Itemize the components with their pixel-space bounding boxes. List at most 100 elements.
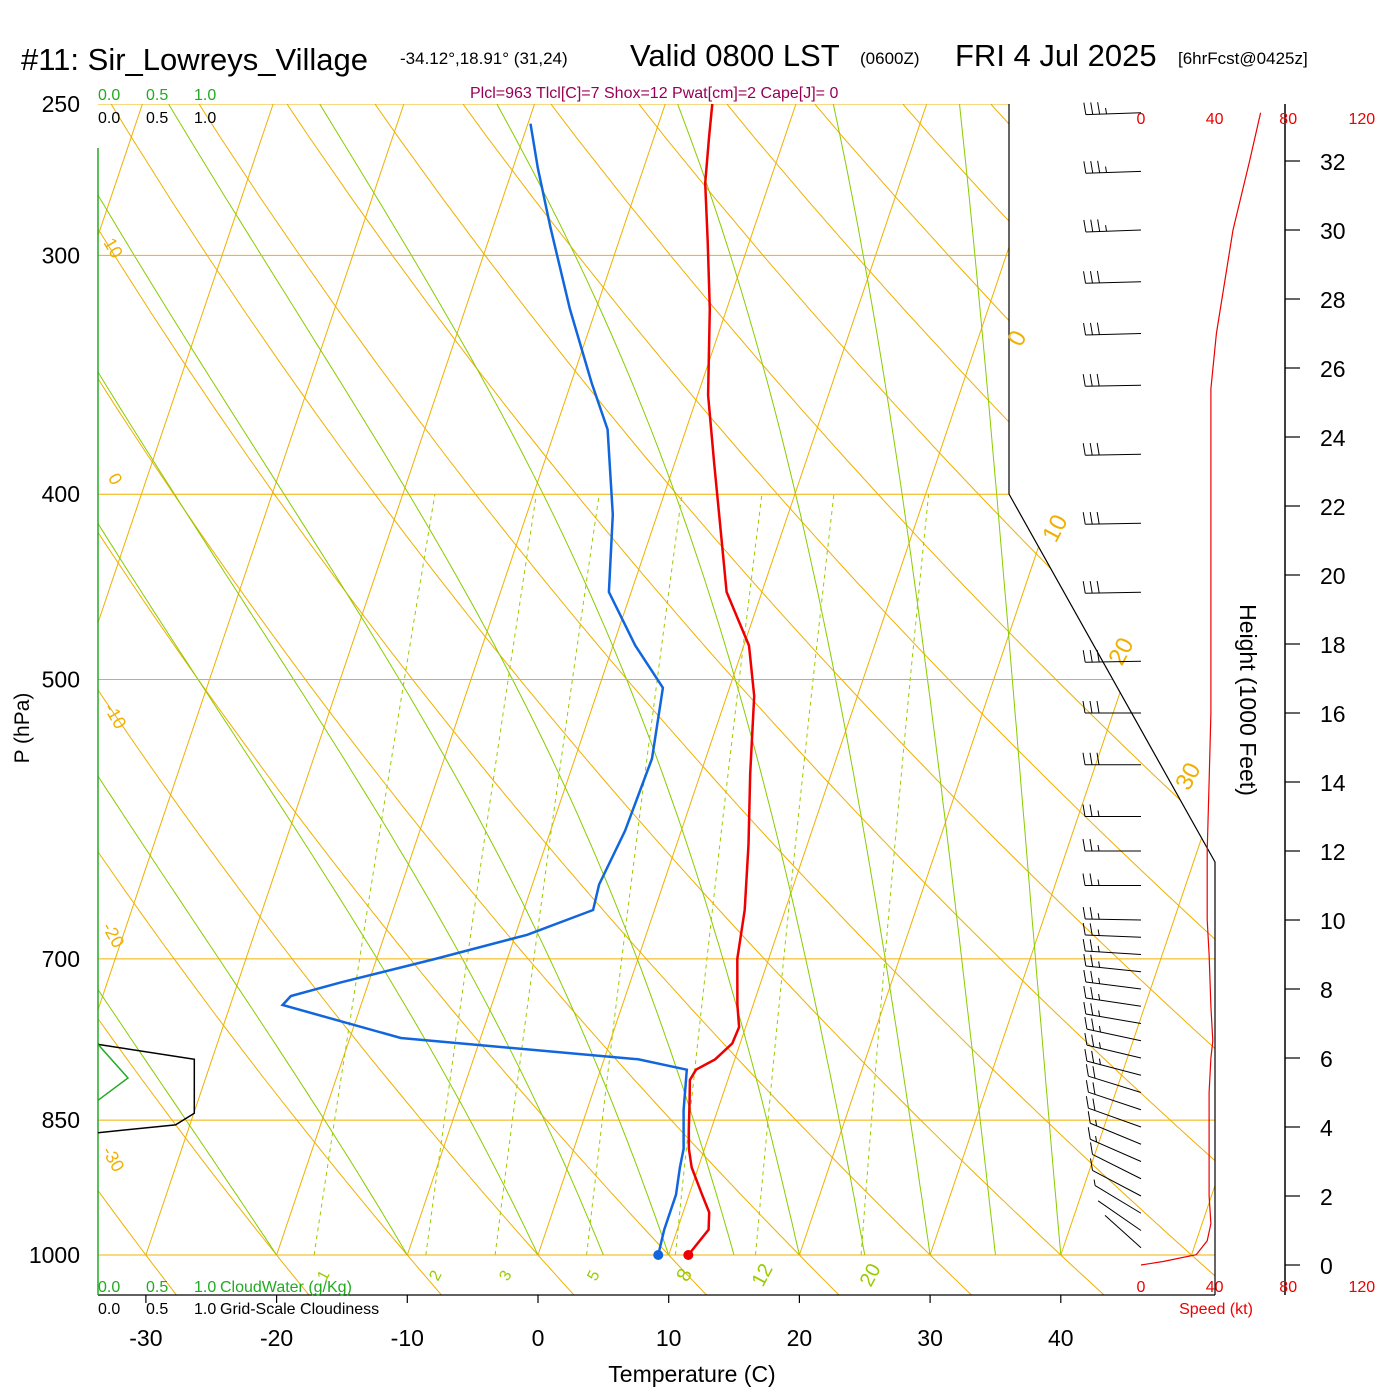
wind-barb — [1082, 922, 1142, 938]
wind-barb — [1082, 511, 1142, 525]
x-tick-label: -10 — [391, 1325, 424, 1351]
wind-barb-feather — [1090, 219, 1094, 232]
wind-barb-half-feather — [1098, 977, 1101, 984]
wind-barb-feather — [1090, 160, 1094, 174]
cloudiness-tick-label: 0.0 — [98, 110, 120, 127]
wind-barb-feather — [1096, 580, 1100, 594]
wind-barb-staff — [1085, 229, 1142, 233]
cloud-water-tick-label: 0.0 — [98, 1279, 120, 1296]
zulu-time: (0600Z) — [860, 49, 920, 68]
wind-barb-staff — [1085, 384, 1142, 387]
wind-barb-feather — [1096, 442, 1100, 456]
speed-tick-label: 40 — [1206, 111, 1224, 128]
isotherm-line — [1191, 1183, 1215, 1256]
height-tick-label: 28 — [1320, 287, 1346, 313]
wind-barb-staff — [1085, 918, 1142, 921]
wind-barb-feather — [1091, 1018, 1095, 1031]
wind-barb-feather — [1082, 938, 1086, 952]
wind-barb-feather — [1089, 443, 1093, 456]
wind-barb-staff — [1085, 965, 1142, 973]
mixing-ratio-label: 5 — [584, 1268, 603, 1284]
y-tick-label: 300 — [42, 242, 80, 268]
wind-barb-feather — [1090, 954, 1094, 967]
wind-barb — [1082, 442, 1142, 456]
wind-barb-staff — [1086, 1060, 1142, 1076]
dry-adiabat-line — [286, 104, 1215, 1162]
wind-barb-half-feather — [1105, 225, 1108, 232]
wind-barb-staff — [1086, 1028, 1142, 1042]
wind-barb-staff — [1085, 934, 1142, 938]
wind-barb-half-feather — [1097, 945, 1100, 952]
cloudiness-tick-label: 0.5 — [146, 110, 168, 127]
wind-barb-feather — [1089, 804, 1093, 817]
cloud-water-profile — [97, 1043, 130, 1101]
wind-barb-staff — [1088, 1107, 1142, 1128]
wind-barb-feather — [1083, 271, 1087, 284]
wind-barb-staff — [1085, 660, 1142, 663]
wind-barb-feather — [1083, 102, 1087, 115]
wind-barb — [1082, 873, 1141, 886]
wind-barb — [1082, 700, 1141, 714]
wind-barb-feather — [1087, 1111, 1091, 1124]
wind-barb-feather — [1089, 700, 1093, 714]
wind-barb — [1082, 752, 1141, 766]
wind-barb-staff — [1085, 591, 1142, 594]
wind-barb-feather — [1085, 1064, 1089, 1077]
wind-barb-half-feather — [1097, 810, 1100, 817]
wind-barb-feather — [1089, 650, 1093, 663]
wind-barb-feather — [1089, 374, 1093, 387]
cloud-water-tick-label: 0.0 — [98, 87, 120, 104]
surface-temperature-point — [683, 1250, 694, 1260]
height-tick-label: 24 — [1320, 425, 1346, 451]
isotherm-line — [1060, 796, 1215, 1256]
cloud-water-label: CloudWater (g/Kg) — [220, 1279, 352, 1296]
speed-tick-label: 0 — [1137, 1279, 1146, 1296]
speed-tick-label: 120 — [1348, 1279, 1375, 1296]
height-tick-label: 16 — [1320, 701, 1346, 727]
valid-time: Valid 0800 LST — [630, 38, 840, 73]
wind-barb — [1083, 219, 1142, 233]
moist-adiabat-line — [959, 104, 1062, 1256]
moist-adiabat-line — [98, 371, 604, 1256]
wind-barb-half-feather — [1098, 994, 1101, 1001]
isotherm-label: 0 — [104, 470, 126, 489]
wind-barb-staff — [1085, 170, 1142, 174]
wind-barb-half-feather — [1097, 929, 1100, 936]
wind-barb — [1083, 985, 1142, 1007]
wind-barb-feather — [1090, 1142, 1093, 1155]
height-tick-label: 20 — [1320, 563, 1346, 589]
forecast-date: FRI 4 Jul 2025 — [955, 38, 1157, 73]
plot-mask — [1009, 104, 1215, 862]
cloud-water-tick-label: 1.0 — [194, 1279, 216, 1296]
wind-barb-feather — [1082, 804, 1086, 817]
wind-barb-feather — [1089, 838, 1093, 852]
wind-barb-staff — [1088, 1075, 1142, 1093]
mixing-ratio-line — [586, 494, 683, 1256]
wind-barb-staff — [1104, 1215, 1142, 1249]
wind-barb-feather — [1082, 700, 1086, 714]
y-tick-label: 1000 — [29, 1242, 80, 1268]
wind-barb-staff — [1092, 1153, 1142, 1180]
wind-barb — [1082, 804, 1141, 817]
wind-barb-feather — [1083, 1001, 1087, 1015]
wind-barb-feather — [1090, 102, 1094, 115]
height-tick-label: 22 — [1320, 494, 1346, 520]
wind-barb-feather — [1084, 1033, 1088, 1046]
y-axis-label: P (hPa) — [11, 693, 34, 764]
wind-barb-feather — [1082, 374, 1086, 387]
wind-barb — [1083, 1001, 1142, 1024]
wind-barb — [1083, 953, 1142, 973]
wind-barb-half-feather — [1098, 1058, 1101, 1065]
wind-barb — [1083, 102, 1142, 116]
moist-adiabat-line — [98, 775, 408, 1256]
height-tick-label: 0 — [1320, 1253, 1333, 1279]
wind-barb — [1090, 1142, 1142, 1180]
wind-barb-feather — [1096, 373, 1100, 387]
wind-barb-staff — [1085, 112, 1142, 116]
height-tick-label: 12 — [1320, 839, 1346, 865]
mixing-ratio-label: 8 — [672, 1265, 697, 1285]
cloudiness-tick-label: 1.0 — [194, 1301, 216, 1318]
speed-tick-label: 80 — [1279, 1279, 1297, 1296]
wind-barb — [1083, 270, 1142, 284]
wind-barb-feather — [1096, 322, 1100, 335]
